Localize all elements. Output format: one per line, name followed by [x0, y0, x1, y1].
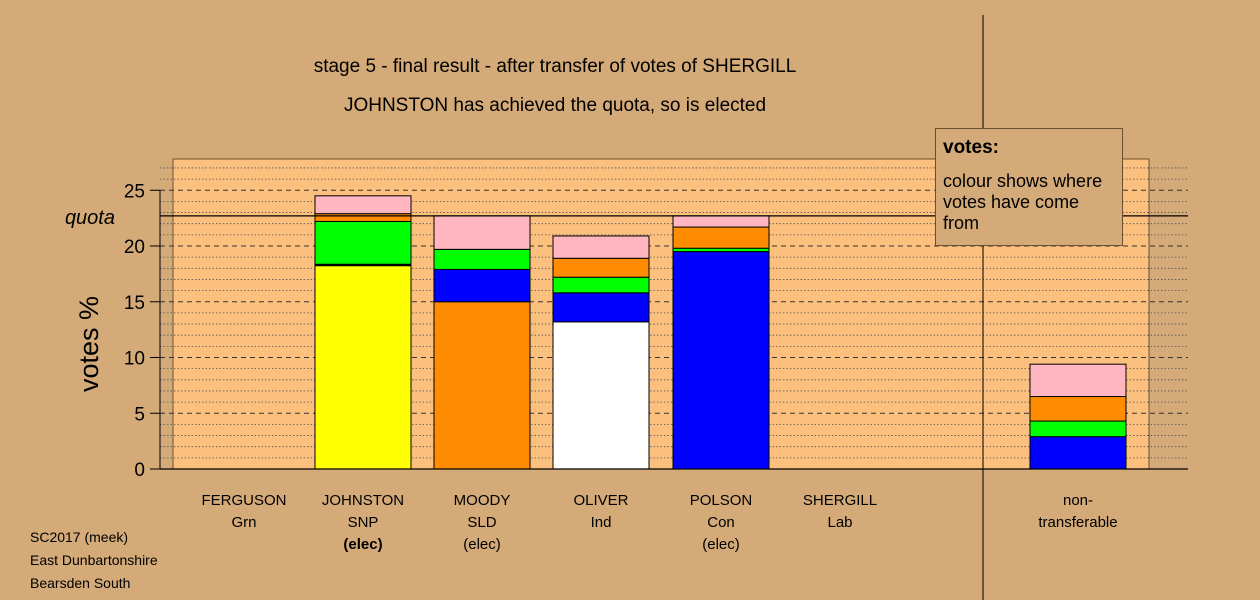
label-johnston-line-1: JOHNSTON — [321, 492, 405, 509]
label-moody-line-1: MOODY — [453, 492, 511, 509]
bar-polson-segment-sld — [672, 226, 770, 249]
label-oliver-line-1: OLIVER — [573, 492, 629, 509]
legend-title: votes: — [943, 137, 999, 158]
bar-non-transferable-segment-grn — [1029, 420, 1127, 438]
bar-polson-segment-con — [672, 251, 770, 470]
bar-johnston-segment-snp — [314, 264, 412, 470]
y-tick-label: 5 — [134, 404, 145, 425]
y-tick-label: 25 — [124, 181, 145, 202]
footer-info: SC2017 (meek) East Dunbartonshire Bearsd… — [30, 526, 158, 595]
y-tick-label: 10 — [124, 349, 145, 370]
bar-moody-segment-con — [433, 268, 531, 303]
label-polson-line-2: Con — [707, 514, 735, 531]
label-shergill-line-1: SHERGILL — [802, 492, 878, 509]
label-moody-line-2: SLD — [467, 514, 497, 531]
bar-oliver-segment-lab — [552, 235, 650, 259]
bar-oliver-segment-sld — [552, 257, 650, 278]
label-johnston-line-2: SNP — [347, 514, 379, 531]
chart-title: stage 5 - final result - after transfer … — [313, 56, 797, 77]
label-ferguson-line-1: FERGUSON — [201, 492, 287, 509]
bar-oliver-segment-ind — [552, 321, 650, 470]
footer-election: SC2017 (meek) — [30, 529, 129, 545]
bar-johnston-segment-lab — [314, 195, 412, 215]
bar-moody-segment-sld — [433, 301, 531, 470]
label-non-transferable-line-1: non- — [1062, 492, 1094, 509]
label-johnston-line-3: (elec) — [343, 536, 383, 553]
bar-moody-segment-grn — [433, 248, 531, 270]
y-tick-label: 20 — [124, 237, 145, 258]
bar-polson-segment-lab — [672, 215, 770, 228]
y-tick-label: 0 — [134, 460, 145, 481]
label-polson-line-3: (elec) — [702, 536, 740, 553]
label-moody: MOODY SLD (elec) — [412, 490, 552, 556]
label-non-transferable: non-transferable — [1008, 490, 1148, 534]
label-oliver: OLIVER Ind — [531, 490, 671, 534]
bar-johnston-segment-sld — [314, 213, 412, 222]
label-non-transferable-line-2: transferable — [1038, 514, 1118, 531]
label-shergill-line-2: Lab — [827, 514, 853, 531]
label-ferguson-line-2: Grn — [231, 514, 257, 531]
label-oliver-line-2: Ind — [590, 514, 612, 531]
bar-oliver-segment-grn — [552, 276, 650, 294]
bar-johnston-segment-grn — [314, 220, 412, 266]
legend-box: votes: colour shows where votes have com… — [935, 128, 1123, 246]
label-shergill: SHERGILL Lab — [770, 490, 910, 534]
quota-label: quota — [65, 207, 115, 229]
label-polson-line-1: POLSON — [689, 492, 753, 509]
chart-subtitle: JOHNSTON has achieved the quota, so is e… — [343, 95, 767, 116]
y-tick-label: 15 — [124, 293, 145, 314]
bar-oliver-segment-con — [552, 292, 650, 323]
label-ferguson: FERGUSON Grn — [174, 490, 314, 534]
footer-council: East Dunbartonshire — [30, 552, 158, 568]
label-johnston: JOHNSTON SNP (elec) — [293, 490, 433, 556]
footer-ward: Bearsden South — [30, 575, 131, 591]
bar-non-transferable-segment-con — [1029, 436, 1127, 470]
legend-text: colour shows where votes have come from — [943, 171, 1103, 233]
bar-non-transferable-segment-sld — [1029, 396, 1127, 422]
bar-non-transferable-segment-lab — [1029, 363, 1127, 398]
y-axis-label: votes % — [74, 296, 104, 392]
label-polson: POLSON Con (elec) — [651, 490, 791, 556]
label-moody-line-3: (elec) — [463, 536, 501, 553]
bar-moody-segment-lab — [433, 215, 531, 250]
bar-polson-segment-grn — [672, 247, 770, 253]
